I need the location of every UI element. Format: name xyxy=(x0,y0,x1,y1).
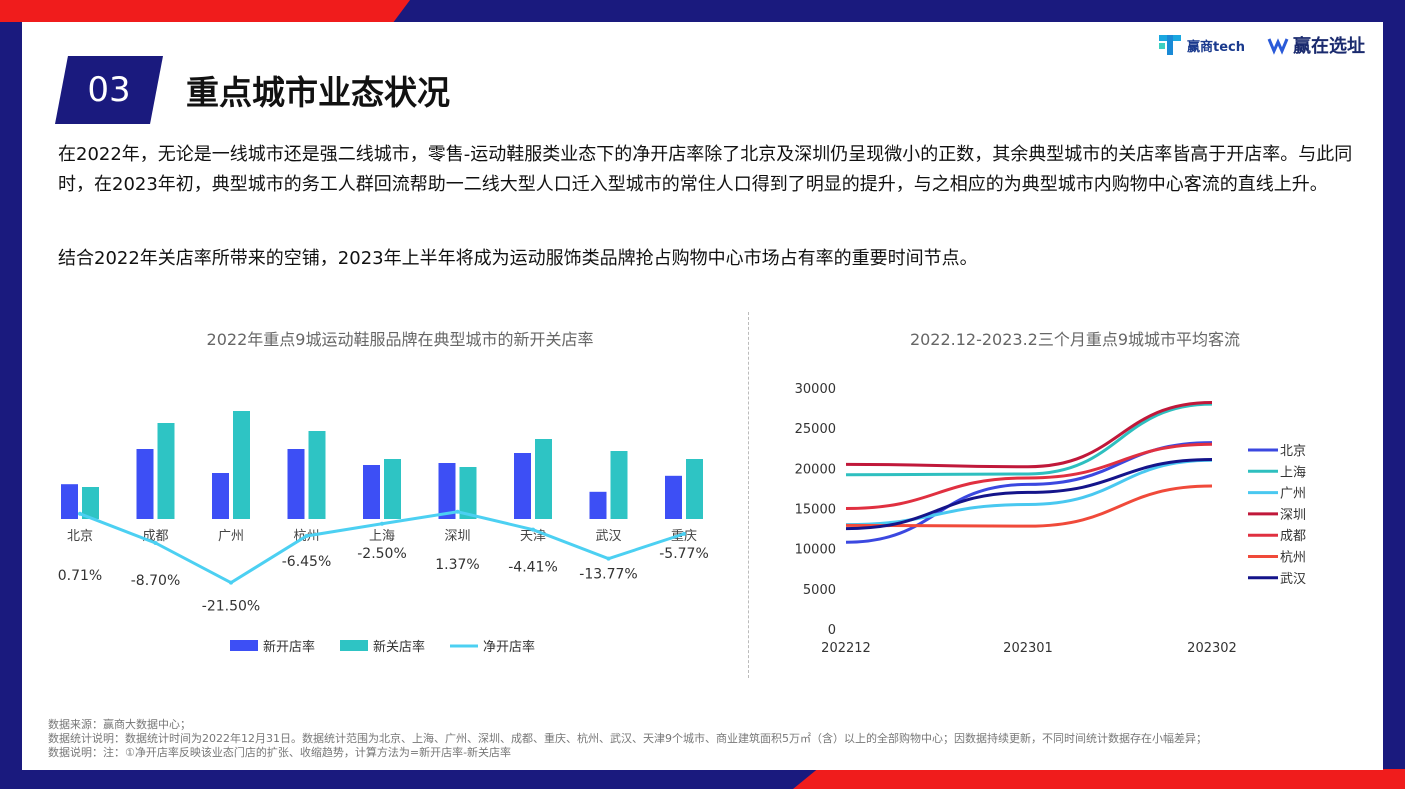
legend-label: 成都 xyxy=(1280,529,1306,544)
legend-label: 武汉 xyxy=(1280,572,1306,587)
series-line xyxy=(845,402,1213,477)
net-rate-data-label: 1.37% xyxy=(435,557,479,573)
footer-line: 数据说明：注：①净开店率反映该业态门店的扩张、收缩趋势，计算方法为=新开店率-新… xyxy=(48,746,512,759)
bar-new-close xyxy=(308,431,326,519)
y-tick-label: 30000 xyxy=(795,382,836,397)
y-tick-label: 10000 xyxy=(795,543,836,558)
footer-line: 数据来源：赢商大数据中心； xyxy=(48,718,191,731)
net-rate-point xyxy=(606,556,611,561)
series-line xyxy=(845,400,1213,469)
series-line xyxy=(845,457,1213,531)
net-rate-data-label: 0.71% xyxy=(58,568,102,584)
yingzai-xuanzhi-logo: 赢在选址 xyxy=(1266,32,1365,58)
net-rate-point xyxy=(682,531,686,536)
y-tick-label: 20000 xyxy=(795,462,836,477)
net-rate-point xyxy=(153,540,158,545)
net-rate-point xyxy=(78,511,82,516)
legend-swatch xyxy=(230,640,258,651)
logo2-text: 赢在选址 xyxy=(1293,36,1365,57)
net-rate-data-label: -21.50% xyxy=(202,599,260,615)
bar-new-open xyxy=(438,463,456,519)
legend-label: 深圳 xyxy=(1280,508,1306,523)
legend-label: 净开店率 xyxy=(483,639,535,655)
net-rate-data-label: -8.70% xyxy=(131,573,181,589)
bar-new-open xyxy=(212,473,229,519)
bar-new-close xyxy=(686,459,703,519)
net-rate-point xyxy=(455,509,460,514)
bar-new-close xyxy=(157,423,175,519)
top-red-band xyxy=(0,0,410,22)
bar-new-close xyxy=(233,411,250,519)
bar-new-open xyxy=(589,491,607,519)
bar-new-open xyxy=(61,484,78,519)
bar-new-open xyxy=(363,465,380,519)
net-rate-data-label: -6.45% xyxy=(282,554,332,570)
legend-swatch xyxy=(340,640,368,651)
passenger-flow-chart: 0 5000 10000 15000 20000 25000 30000 202212 2023… xyxy=(795,382,1306,656)
net-rate-point xyxy=(229,580,233,585)
y-tick-label: 5000 xyxy=(803,583,836,598)
legend-label: 杭州 xyxy=(1280,551,1306,566)
x-tick-label: 202302 xyxy=(1187,641,1237,656)
y-tick-label: 25000 xyxy=(795,422,836,437)
yingzai-logo-icon xyxy=(1267,38,1289,55)
y-tick-label: 15000 xyxy=(795,503,836,518)
bar-new-open xyxy=(136,449,154,519)
x-tick-label: 上海 xyxy=(369,529,395,544)
store-rate-chart: 北京成都广州杭州上海深圳天津武汉重庆0.71%-8.70%-21.50%-6.4… xyxy=(58,411,709,655)
yingshang-logo-icon xyxy=(1159,35,1181,55)
paragraph-2: 结合2022年关店率所带来的空铺，2023年上半年将成为运动服饰类品牌抢占购物中… xyxy=(58,248,978,269)
paragraph-1: 在2022年，无论是一线城市还是强二线城市，零售-运动鞋服类业态下的净开店率除了… xyxy=(58,144,1353,195)
footer-line: 数据统计说明：数据统计时间为2022年12月31日。数据统计范围为北京、上海、广… xyxy=(48,732,1207,745)
net-rate-data-label: -5.77% xyxy=(659,546,709,562)
x-tick-label: 202301 xyxy=(1003,641,1053,656)
net-rate-point xyxy=(304,533,309,538)
bar-new-open xyxy=(514,453,531,519)
bar-new-close xyxy=(610,451,628,519)
yingshang-tech-logo: 赢商tech xyxy=(1157,32,1245,58)
legend-label: 北京 xyxy=(1280,444,1306,459)
net-rate-point xyxy=(531,527,535,532)
x-tick-label: 深圳 xyxy=(444,529,470,544)
chart2-title: 2022.12-2023.2三个月重点9城城市平均客流 xyxy=(909,330,1241,349)
section-number-badge: 03 xyxy=(55,56,163,124)
legend-label: 新关店率 xyxy=(373,639,425,655)
bottom-red-band xyxy=(793,769,1405,789)
net-rate-data-label: -13.77% xyxy=(579,567,637,583)
net-rate-data-label: -4.41% xyxy=(508,560,558,576)
y-tick-label: 0 xyxy=(828,623,836,638)
bar-new-open xyxy=(287,449,305,519)
legend-label: 新开店率 xyxy=(263,639,315,655)
bar-new-close xyxy=(82,487,99,519)
x-tick-label: 广州 xyxy=(218,529,244,544)
page-title: 重点城市业态状况 xyxy=(186,73,450,112)
bar-new-open xyxy=(665,475,682,519)
bar-new-close xyxy=(459,467,477,519)
section-number: 03 xyxy=(87,70,131,110)
x-tick-label: 武汉 xyxy=(595,529,621,544)
logo1-text: 赢商tech xyxy=(1187,39,1245,55)
x-tick-label: 北京 xyxy=(67,529,93,544)
bar-new-close xyxy=(535,439,552,519)
x-tick-label: 重庆 xyxy=(671,528,697,544)
x-tick-label: 202212 xyxy=(821,641,871,656)
series-line xyxy=(845,484,1213,528)
net-rate-data-label: -2.50% xyxy=(357,546,407,562)
legend-label: 上海 xyxy=(1280,465,1306,480)
chart1-title: 2022年重点9城运动鞋服品牌在典型城市的新开关店率 xyxy=(206,330,594,349)
legend-label: 广州 xyxy=(1280,487,1306,502)
net-rate-point xyxy=(380,521,384,526)
bar-new-close xyxy=(384,459,401,519)
chart-divider xyxy=(748,312,749,678)
series-line xyxy=(845,442,1213,510)
footer-notes: 数据来源：赢商大数据中心； 数据统计说明：数据统计时间为2022年12月31日。… xyxy=(48,718,1207,760)
